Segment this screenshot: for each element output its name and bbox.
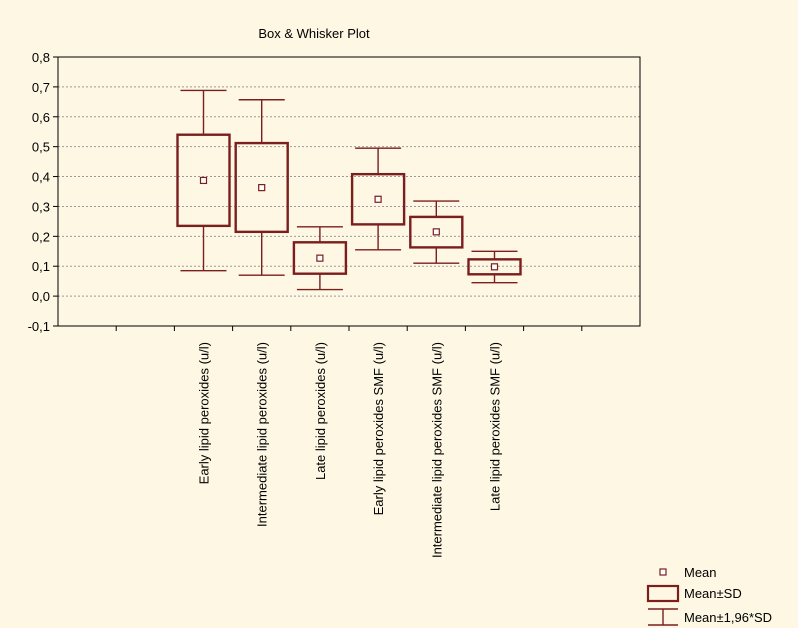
box-sd [467, 258, 522, 276]
box-group [350, 147, 406, 251]
boxes [176, 89, 522, 291]
y-axis-ticks: -0,1 0,0 0,1 0,2 0,3 0,4 0,5 0,6 0,7 0,8 [28, 50, 58, 334]
box-group [292, 226, 348, 291]
legend-item: Mean [659, 565, 717, 580]
box-group [234, 99, 289, 276]
mean-marker [490, 263, 499, 271]
category-labels: Early lipid peroxides (u/l) Intermediate … [197, 342, 503, 558]
category-label: Late lipid peroxides SMF (u/l) [488, 342, 503, 511]
mean-marker [316, 254, 324, 262]
grid-lines [58, 86, 640, 297]
box-group [176, 89, 231, 272]
y-tick-label: 0,3 [32, 199, 50, 214]
chart-title: Box & Whisker Plot [258, 26, 370, 41]
legend-item: Mean±SD [646, 584, 742, 603]
plot-frame [57, 56, 641, 327]
legend-label: Mean±1,96*SD [684, 610, 772, 625]
y-tick-label: 0,5 [32, 140, 50, 155]
y-tick-label: 0,2 [32, 229, 50, 244]
box-group [409, 200, 464, 264]
mean-marker [199, 176, 208, 185]
x-axis-ticks [115, 326, 583, 331]
mean-marker [374, 195, 382, 203]
category-label: Early lipid peroxides SMF (u/l) [371, 342, 386, 515]
box-sd [350, 172, 406, 226]
box-sd [176, 133, 231, 228]
y-tick-label: 0,8 [32, 50, 50, 65]
category-label: Early lipid peroxides (u/l) [197, 342, 212, 484]
box-sd [409, 215, 464, 249]
mean-marker [258, 184, 266, 192]
legend-label: Mean [684, 565, 717, 580]
y-tick-label: 0,4 [32, 170, 50, 185]
category-label: Intermediate lipid peroxides SMF (u/l) [429, 342, 444, 558]
category-label: Intermediate lipid peroxides (u/l) [255, 342, 270, 527]
legend-box-symbol [646, 584, 680, 603]
y-tick-label: 0,7 [32, 80, 50, 95]
box-sd [292, 241, 348, 275]
y-tick-label: -0,1 [28, 319, 50, 334]
category-label: Late lipid peroxides (u/l) [313, 342, 328, 480]
y-tick-label: 0,6 [32, 110, 50, 125]
legend-mean-symbol [659, 568, 667, 576]
legend: Mean Mean±SD Mean±1,96*SD [646, 565, 772, 626]
legend-label: Mean±SD [684, 586, 742, 601]
mean-marker [432, 228, 440, 236]
y-tick-label: 0,0 [32, 289, 50, 304]
box-sd [234, 141, 289, 234]
box-group [467, 250, 522, 284]
legend-item: Mean±1,96*SD [648, 608, 772, 626]
y-tick-label: 0,1 [32, 259, 50, 274]
